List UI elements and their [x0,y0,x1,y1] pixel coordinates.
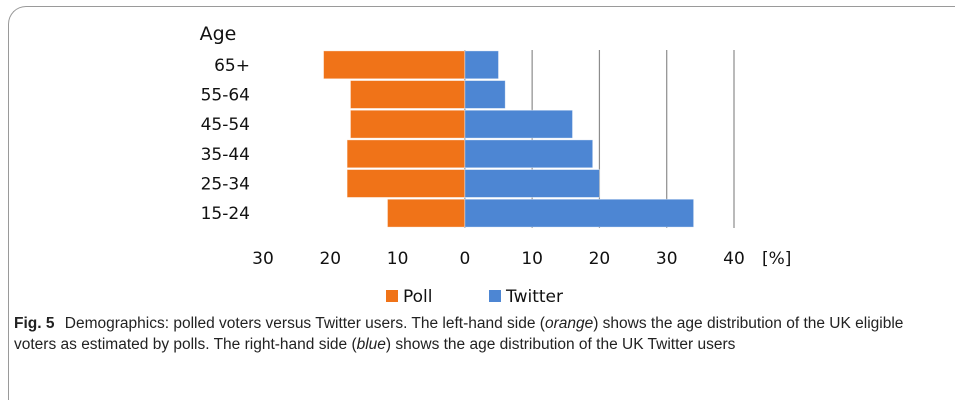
x-tick-label: 20 [589,249,611,269]
x-tick-label: 10 [521,249,543,269]
legend-swatch-twitter [489,290,501,302]
y-tick-label: 35-44 [201,145,250,165]
bar-poll-25-34 [346,169,466,198]
y-tick-label: 65+ [214,56,250,76]
caption-text-2: ) shows the age distribution of the UK e… [14,315,904,353]
x-tick-label: 30 [656,249,678,269]
bar-twitter-65+ [464,50,499,80]
caption-orange: orange [544,315,594,332]
bar-twitter-15-24 [464,198,695,228]
x-axis-unit: [%] [762,249,791,269]
figure-frame [8,6,955,400]
figure-label: Fig. 5 [14,315,55,332]
bar-twitter-25-34 [464,169,600,198]
bar-twitter-45-54 [464,109,573,139]
caption-blue: blue [356,336,386,353]
caption-text-1: Demographics: polled voters versus Twitt… [64,315,545,332]
bar-poll-65+ [323,50,466,80]
bar-poll-35-44 [346,139,466,169]
x-tick-label: 10 [387,249,409,269]
legend-label-twitter: Twitter [505,287,563,307]
x-tick-label: 20 [319,249,341,269]
legend-swatch-poll [386,290,398,302]
x-tick-label: 0 [459,249,470,269]
y-tick-label: 55-64 [201,86,250,106]
legend-label-poll: Poll [403,287,433,307]
bar-poll-55-64 [350,80,466,109]
bar-poll-15-24 [387,198,466,228]
y-tick-label: 25-34 [201,175,250,195]
bar-twitter-35-44 [464,139,594,169]
y-axis-title: Age [200,23,237,45]
bar-twitter-55-64 [464,80,506,109]
y-tick-label: 15-24 [201,204,250,224]
caption-text-3: ) shows the age distribution of the UK T… [385,336,736,353]
x-tick-label: 40 [723,249,745,269]
bar-poll-45-54 [350,109,466,139]
population-pyramid-chart: Age 65+ 55-64 45-54 35-44 25-34 15-24 30 20 10 0… [200,23,792,307]
figure-caption: Fig. 5 Demographics: polled voters versu… [14,313,944,355]
y-tick-label: 45-54 [201,115,250,135]
x-tick-label: 30 [252,249,274,269]
